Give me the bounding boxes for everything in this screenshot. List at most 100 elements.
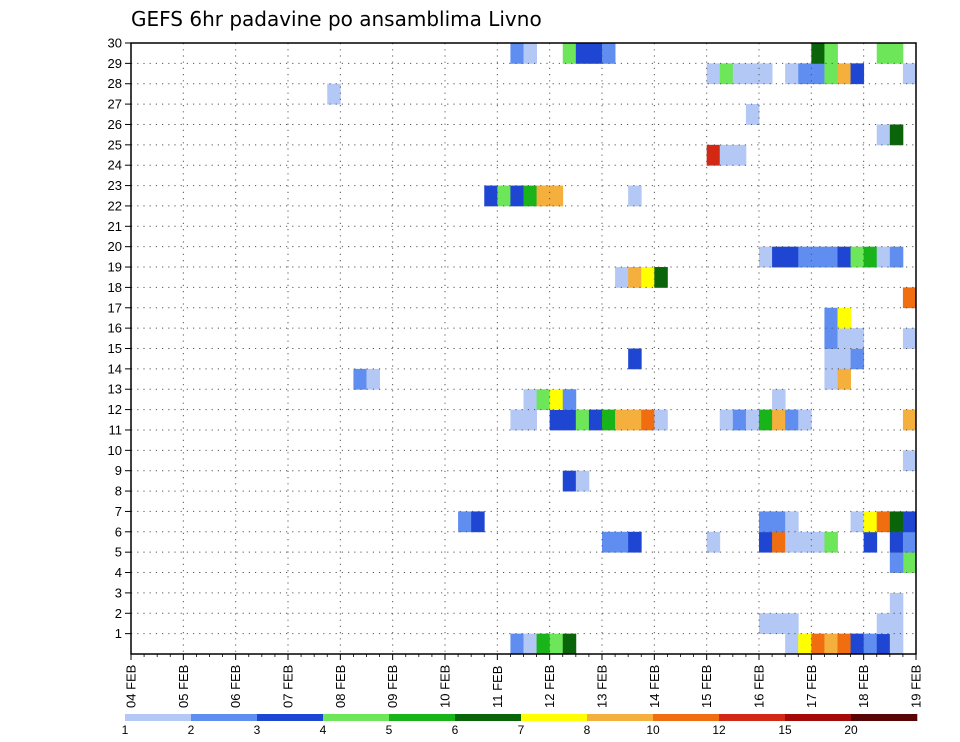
color-legend: 1 2 3 4 5 6 7 8 10 12 15 20 [122,714,918,737]
heatmap-cell [837,348,851,370]
heatmap-cell [785,633,799,655]
legend-label: 6 [452,723,459,737]
heatmap-cell [772,613,786,635]
legend-label: 12 [712,723,726,737]
heatmap-cell [772,246,786,268]
heatmap-cell [889,552,904,573]
y-tick-label: 25 [108,137,122,152]
heatmap-cell [889,613,904,635]
y-tick-label: 22 [108,198,122,213]
heatmap-cell [837,328,851,349]
heatmap-cell [562,389,577,410]
heatmap-cell [497,185,511,207]
heatmap-cell [811,246,825,268]
heatmap-cell [889,43,904,64]
heatmap-cell [706,144,721,166]
legend-label: 20 [844,723,858,737]
heatmap-cell [588,409,603,431]
heatmap-cell [811,63,825,85]
heatmap-cell [889,531,904,553]
heatmap-cell [811,633,825,655]
x-tick-label: 10 FEB [438,665,453,708]
heatmap-cell [719,63,734,85]
y-tick-label: 6 [115,524,122,539]
grid-lines [131,42,916,654]
heatmap-cell [510,633,524,655]
heatmap-cell [837,246,851,268]
heatmap-cell [366,368,380,390]
heatmap-cell [759,511,773,533]
legend-label: 7 [518,723,525,737]
heatmap-cell [850,246,865,268]
y-tick-label: 12 [108,402,122,417]
heatmap-cell [785,63,799,85]
heatmap-cell [798,409,812,431]
heatmap-cell [850,63,865,85]
legend-swatch [587,714,654,721]
legend-swatch [851,714,918,721]
heatmap-cell [902,409,917,431]
heatmap-cell [902,328,917,349]
x-tick-label: 14 FEB [647,665,662,708]
y-tick-label: 9 [115,463,122,478]
heatmap-cell [876,246,891,268]
heatmap-cell [523,409,537,431]
heatmap-cell [876,43,891,64]
heatmap-cell [732,63,747,85]
y-tick-label: 7 [115,504,122,519]
heatmap-cell [745,104,760,125]
heatmap-cell [523,389,537,410]
x-tick-label: 06 FEB [228,665,243,708]
heatmap-cell [510,43,524,64]
heatmap-cell [785,409,799,431]
legend-swatch [719,714,786,721]
heatmap-cell [549,185,564,207]
heatmap-cell [759,531,773,553]
heatmap-cell [641,267,655,288]
x-tick-label: 11 FEB [490,666,505,708]
heatmap-cell [824,368,838,390]
heatmap-cell [484,185,498,207]
x-tick-label: 19 FEB [909,665,924,708]
legend-label: 2 [188,723,195,737]
legend-label: 4 [320,723,327,737]
y-tick-label: 11 [109,422,123,437]
heatmap-cell [837,307,851,329]
heatmap-cell [628,531,642,553]
heatmap-cell [824,328,838,349]
heatmap-cell [824,348,838,370]
y-tick-label: 28 [108,76,122,91]
y-tick-label: 4 [115,565,122,580]
legend-label: 5 [386,723,393,737]
heatmap-cell [824,43,838,64]
heatmap-cell [706,63,721,85]
heatmap-cell [798,246,812,268]
heatmap-cell [798,63,812,85]
heatmap-cell [876,124,891,146]
y-tick-label: 13 [108,382,122,397]
heatmap-cell [471,511,485,533]
y-tick-label: 26 [108,117,122,132]
y-tick-label: 19 [108,260,122,275]
y-tick-label: 23 [108,178,122,193]
heatmap-cell [549,389,564,410]
heatmap-cell [327,83,341,105]
heatmap-cell [628,267,642,288]
legend-swatch [653,714,720,721]
heatmap-cell [785,246,799,268]
legend-label: 1 [122,723,129,737]
heatmap-cell [602,409,616,431]
heatmap-cell [641,409,655,431]
heatmap-cell [785,531,799,553]
heatmap-cell [824,531,838,553]
x-tick-label: 16 FEB [752,665,767,708]
plot-frame [130,42,917,655]
heatmap-cell [602,531,616,553]
heatmap-cell [588,43,603,64]
heatmap-cell [889,592,904,614]
heatmap-cell [837,368,851,390]
heatmap-cell [562,409,577,431]
legend-swatch [125,714,192,721]
x-tick-label: 04 FEB [124,665,139,708]
chart-title: GEFS 6hr padavine po ansamblima Livno [131,7,542,31]
